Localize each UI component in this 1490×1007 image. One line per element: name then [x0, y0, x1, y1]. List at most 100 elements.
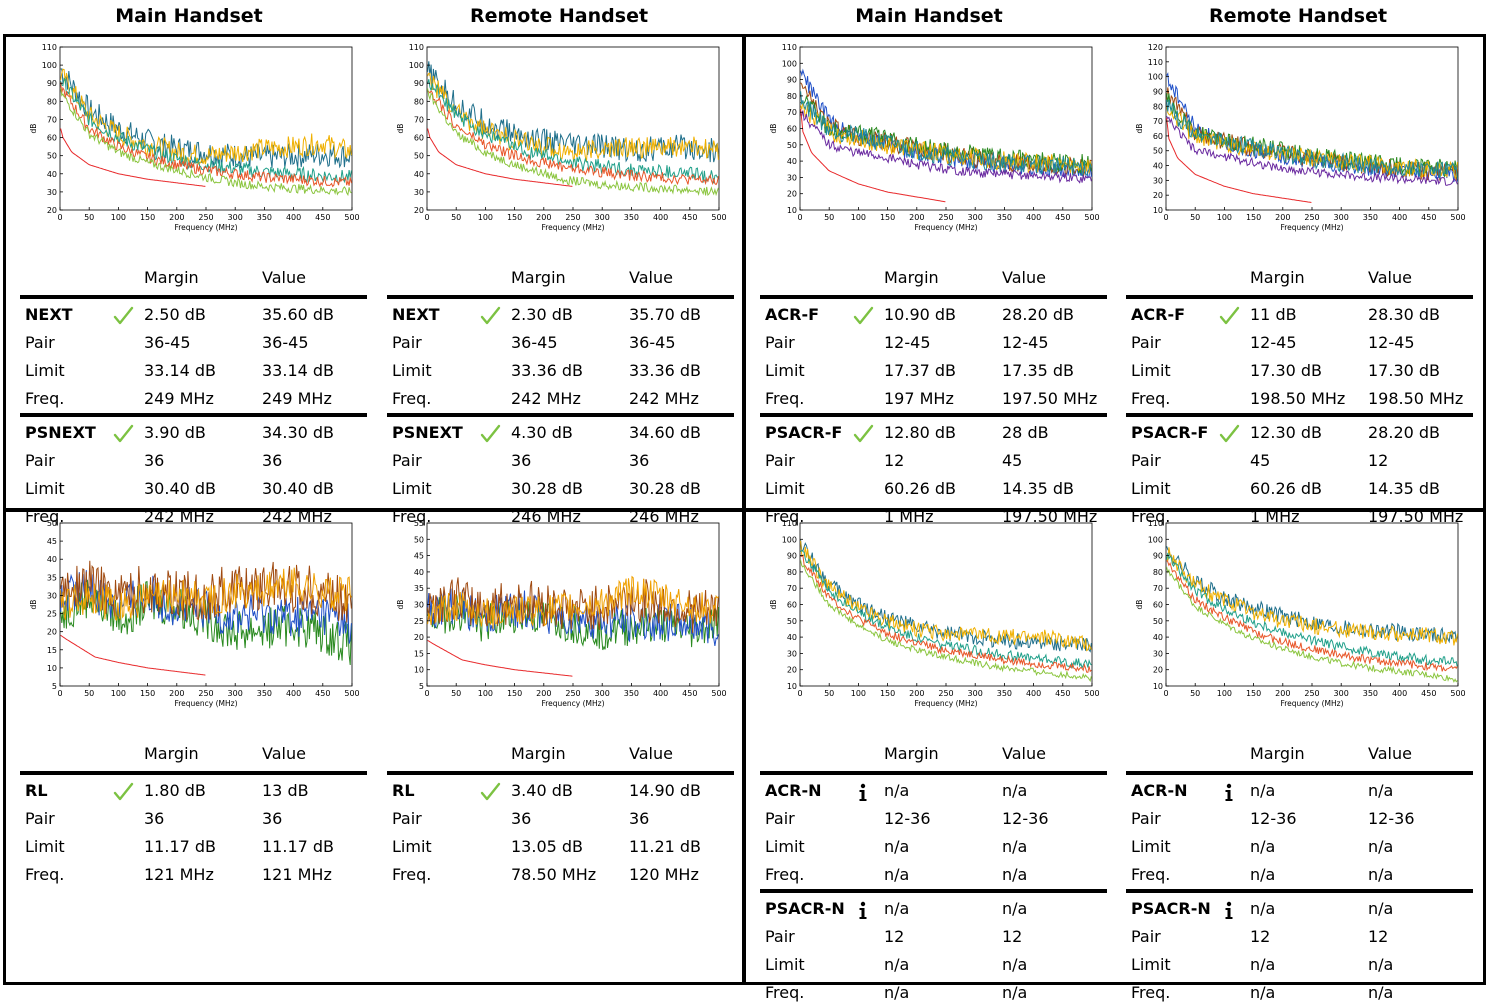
y-tick-label: 110	[1148, 519, 1163, 528]
row-label: Pair	[1131, 927, 1161, 946]
row-measured-value: 197.50 MHz	[1002, 389, 1098, 408]
data-row: Limit 17.30 dB 17.30 dB	[1126, 357, 1473, 385]
y-tick-label: 90	[787, 76, 797, 85]
section-divider	[1126, 413, 1473, 417]
y-tick-label: 10	[787, 682, 797, 691]
margin-value: n/a	[1250, 781, 1276, 800]
x-tick-label: 100	[478, 689, 493, 698]
data-row: Pair 36-45 36-45	[387, 329, 734, 357]
y-axis-label: dB	[769, 124, 778, 134]
x-tick-label: 450	[682, 213, 697, 222]
series-line	[1166, 99, 1458, 180]
x-tick-label: 250	[938, 213, 953, 222]
y-tick-label: 70	[1153, 117, 1163, 126]
section-divider	[387, 295, 734, 299]
x-tick-label: 400	[1026, 213, 1041, 222]
x-tick-label: 50	[84, 213, 94, 222]
series-line	[800, 110, 1092, 184]
y-axis-label: dB	[1135, 600, 1144, 610]
y-tick-label: 30	[414, 188, 424, 197]
y-tick-label: 80	[787, 92, 797, 101]
margin-column-header: Margin	[884, 268, 939, 287]
x-tick-label: 400	[1026, 689, 1041, 698]
row-margin-value: n/a	[1250, 837, 1276, 856]
measured-value: 28.20 dB	[1368, 423, 1441, 442]
row-margin-value: 1 MHz	[1250, 507, 1300, 526]
series-line	[427, 90, 719, 186]
row-measured-value: 36	[629, 809, 650, 828]
measured-value: n/a	[1368, 899, 1394, 918]
y-tick-label: 90	[1153, 87, 1163, 96]
row-margin-value: n/a	[884, 865, 910, 884]
y-axis-label: dB	[29, 600, 38, 610]
y-tick-label: 100	[1148, 73, 1163, 82]
margin-value: n/a	[1250, 899, 1276, 918]
row-measured-value: 246 MHz	[629, 507, 699, 526]
series-line	[1166, 566, 1458, 683]
section-divider	[1126, 889, 1473, 893]
y-tick-label: 70	[414, 115, 424, 124]
value-column-header: Value	[1368, 268, 1412, 287]
margin-column-header: Margin	[144, 744, 199, 763]
row-measured-value: 12	[1368, 927, 1389, 946]
row-margin-value: n/a	[1250, 983, 1276, 1002]
limit-line	[427, 128, 573, 187]
data-row: Pair 12-45 12-45	[760, 329, 1107, 357]
row-label: Pair	[392, 333, 422, 352]
data-row: Pair 36 36	[387, 805, 734, 833]
y-tick-label: 90	[414, 79, 424, 88]
row-measured-value: n/a	[1002, 983, 1028, 1002]
y-tick-label: 40	[1153, 633, 1163, 642]
x-tick-label: 300	[228, 689, 243, 698]
row-margin-value: 36-45	[144, 333, 191, 352]
section-title-row: NEXT 2.30 dB 35.70 dB	[387, 301, 734, 329]
series-line	[60, 82, 352, 188]
row-margin-value: 60.26 dB	[1250, 479, 1323, 498]
data-row: Freq. 197 MHz 197.50 MHz	[760, 385, 1107, 413]
series-line	[427, 72, 719, 163]
y-tick-label: 20	[787, 666, 797, 675]
row-label: Pair	[392, 809, 422, 828]
row-margin-value: 197 MHz	[884, 389, 954, 408]
row-label: Freq.	[392, 507, 432, 526]
value-column-header: Value	[629, 744, 673, 763]
series-line	[60, 88, 352, 197]
y-tick-label: 80	[787, 568, 797, 577]
measured-value: 35.60 dB	[262, 305, 335, 324]
row-label: Pair	[25, 333, 55, 352]
row-measured-value: 198.50 MHz	[1368, 389, 1464, 408]
data-row: Limit 60.26 dB 14.35 dB	[1126, 475, 1473, 503]
x-axis-label: Frequency (MHz)	[914, 699, 977, 708]
section-title-row: PSNEXT 3.90 dB 34.30 dB	[20, 419, 367, 447]
data-row: Pair 12-36 12-36	[1126, 805, 1473, 833]
y-tick-label: 50	[1153, 617, 1163, 626]
y-tick-label: 40	[1153, 162, 1163, 171]
row-label: Limit	[765, 955, 805, 974]
y-axis-label: dB	[769, 600, 778, 610]
y-tick-label: 10	[414, 666, 424, 675]
row-margin-value: n/a	[1250, 865, 1276, 884]
x-tick-label: 300	[1334, 213, 1349, 222]
series-line	[427, 79, 719, 184]
x-tick-label: 500	[711, 689, 726, 698]
x-tick-label: 150	[140, 213, 155, 222]
row-measured-value: 30.28 dB	[629, 479, 702, 498]
row-margin-value: 30.28 dB	[511, 479, 584, 498]
y-tick-label: 50	[787, 617, 797, 626]
x-tick-label: 450	[315, 689, 330, 698]
test-name: RL	[392, 781, 415, 800]
x-tick-label: 250	[565, 213, 580, 222]
row-margin-value: n/a	[884, 955, 910, 974]
x-tick-label: 500	[711, 213, 726, 222]
y-tick-label: 25	[414, 617, 424, 626]
row-label: Pair	[765, 451, 795, 470]
plot-area	[59, 46, 353, 211]
y-tick-label: 50	[414, 535, 424, 544]
row-margin-value: 242 MHz	[511, 389, 581, 408]
check-icon	[112, 777, 134, 805]
section-title-row: PSACR-N n/a n/a	[760, 895, 1107, 923]
section-divider	[20, 413, 367, 417]
test-name: PSACR-N	[765, 899, 845, 918]
y-tick-label: 60	[414, 134, 424, 143]
x-tick-label: 50	[1190, 689, 1200, 698]
